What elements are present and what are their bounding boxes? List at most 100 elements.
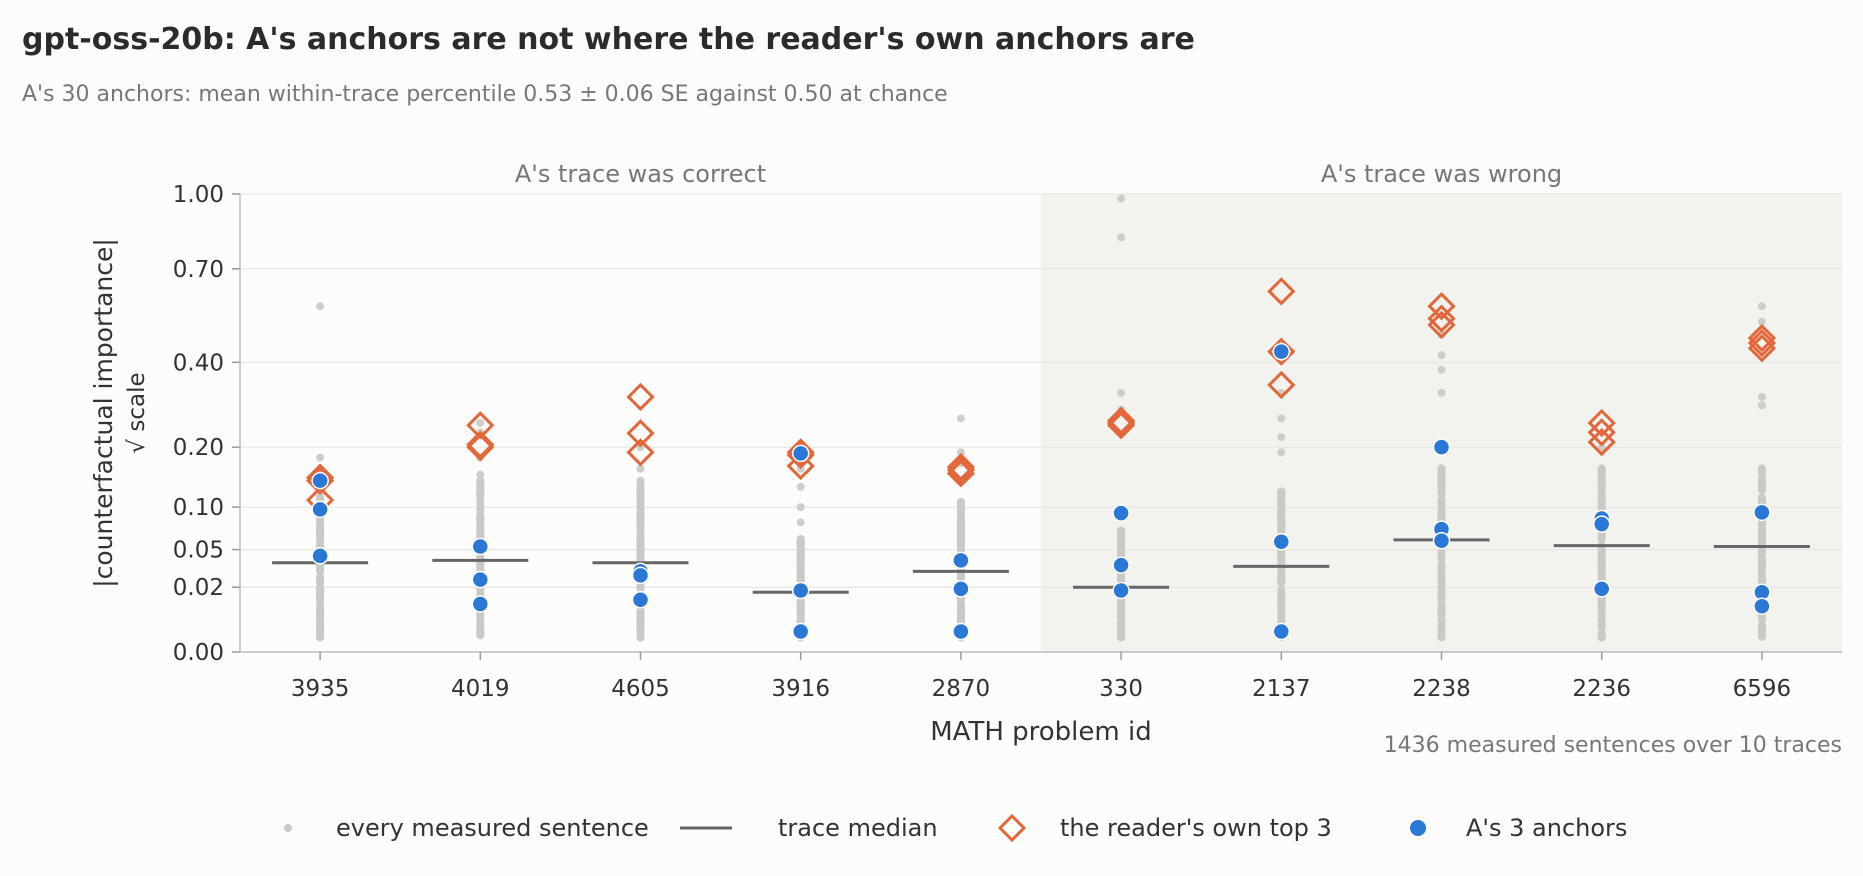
axes-layer — [232, 193, 1842, 660]
sentence-dot — [1117, 534, 1126, 543]
reader-top3-marker-2238-2 — [1427, 310, 1456, 340]
x-tick-label-2238: 2238 — [1412, 676, 1471, 702]
sentence-dot — [1757, 531, 1766, 540]
sentence-dot — [1437, 511, 1446, 520]
sentence-dot — [1757, 476, 1766, 485]
sentence-dot-extreme — [1117, 194, 1126, 203]
sentence-dot-extreme — [956, 448, 965, 457]
sentence-dot — [1757, 558, 1766, 567]
sentence-dot — [476, 630, 485, 639]
sentence-dot — [956, 504, 965, 513]
anchor-dot-2137-0 — [1272, 342, 1291, 361]
sentence-dot — [956, 517, 965, 526]
x-tick-label-330: 330 — [1099, 676, 1143, 702]
text-layer: A's trace was correct A's trace was wrong… — [89, 160, 1842, 758]
sentence-dot — [1757, 464, 1766, 473]
sentence-dot-extreme — [1437, 351, 1446, 360]
sentence-dot — [796, 568, 805, 577]
panel-label-1: A's trace was wrong — [1321, 160, 1562, 188]
anchor-dot-6596-2 — [1753, 597, 1771, 615]
anchor-dot-4019-1 — [471, 570, 490, 589]
anchor-dot-330-2 — [1112, 581, 1130, 600]
sentence-dot — [636, 620, 645, 629]
anchor-dot-330-0 — [1112, 504, 1130, 522]
reader-top3-marker-2870-1 — [946, 455, 976, 485]
reader-top3-marker-2137-0 — [1267, 277, 1296, 306]
sentence-dot — [316, 605, 325, 614]
sentence-dot — [636, 551, 645, 560]
sentence-dot — [1437, 632, 1446, 641]
sentence-dot-extreme — [796, 518, 805, 527]
sentence-dot — [1597, 622, 1606, 631]
x-tick-label-3916: 3916 — [771, 676, 830, 702]
sentence-dot — [796, 605, 805, 614]
reader-top3-marker-330-1 — [1106, 408, 1136, 438]
sentence-dot — [1597, 502, 1606, 511]
reader-top3-marker-2236-0 — [1587, 408, 1616, 438]
sentence-dot-extreme — [1277, 433, 1286, 442]
sentence-dot — [1437, 464, 1446, 473]
sentence-dot — [796, 542, 805, 551]
points-layer — [272, 194, 1810, 642]
sentence-dot — [1277, 517, 1286, 526]
chart-title: gpt-oss-20b: A's anchors are not where t… — [22, 22, 1195, 57]
sentence-dot — [636, 609, 645, 618]
sentence-dot-extreme — [1757, 302, 1766, 311]
reader-top3-marker-3916-0 — [786, 438, 815, 467]
reader-top3-marker-4605-1 — [626, 419, 655, 448]
sentence-dot — [1277, 578, 1286, 587]
sentence-dot — [1277, 500, 1286, 509]
sentence-dot-extreme — [1597, 464, 1606, 473]
y-tick-label-0: 0.00 — [173, 640, 224, 666]
x-tick-label-4019: 4019 — [451, 676, 510, 702]
sentence-dot-extreme — [1597, 489, 1606, 498]
reader-top3-marker-330-0 — [1106, 406, 1136, 435]
anchor-dot-3935-0 — [311, 471, 329, 490]
sentence-dot — [1757, 519, 1766, 528]
reader-top3-marker-4019-1 — [466, 430, 495, 459]
sentence-dot — [1277, 587, 1286, 596]
sentence-dot — [636, 511, 645, 520]
sentence-dot — [636, 533, 645, 542]
sentence-dot — [796, 599, 805, 608]
sentence-dot-extreme — [1597, 443, 1606, 452]
sentence-dot-extreme — [636, 476, 645, 485]
sentence-dot — [316, 594, 325, 603]
sentence-dot — [1437, 585, 1446, 594]
reader-top3-marker-4605-0 — [626, 382, 655, 412]
anchor-dot-4605-1 — [631, 566, 650, 585]
y-tick-label-7: 1.00 — [173, 182, 224, 208]
sentence-dot — [476, 611, 485, 620]
reader-top3-marker-6596-2 — [1747, 334, 1777, 363]
grid-layer — [240, 193, 1842, 588]
sentence-dot — [636, 497, 645, 506]
sentence-dot — [1277, 594, 1286, 603]
sentence-dot — [1117, 612, 1126, 621]
sentence-dot — [476, 619, 485, 628]
sentence-dot — [1437, 608, 1446, 617]
sentence-dot — [1437, 577, 1446, 586]
reader-top3-marker-2236-1 — [1587, 418, 1616, 447]
sentence-dot-extreme — [1437, 388, 1446, 397]
panel-label-0: A's trace was correct — [515, 160, 766, 188]
sentence-dot — [1757, 621, 1766, 630]
sentence-dot — [956, 543, 965, 552]
sentence-dot — [956, 614, 965, 623]
sentence-dot — [1277, 506, 1286, 515]
y-tick-label-4: 0.20 — [173, 435, 224, 461]
sentence-dot — [1277, 524, 1286, 533]
legend-label-2: the reader's own top 3 — [1060, 814, 1332, 842]
sentence-dot-extreme — [1437, 365, 1446, 374]
sentence-dot — [316, 583, 325, 592]
sentence-dot-extreme — [796, 503, 805, 512]
x-tick-label-2137: 2137 — [1252, 676, 1311, 702]
legend-label-1: trace median — [778, 814, 938, 842]
sentence-dot — [1437, 482, 1446, 491]
anchor-dot-2870-1 — [952, 580, 970, 598]
sentence-dot — [956, 523, 965, 532]
reader-top3-marker-2137-2 — [1267, 370, 1296, 400]
sentence-dot-extreme — [796, 482, 805, 491]
anchor-dot-6596-0 — [1753, 503, 1771, 522]
y-tick-label-1: 0.02 — [173, 575, 224, 601]
sentence-dot — [1117, 548, 1126, 557]
